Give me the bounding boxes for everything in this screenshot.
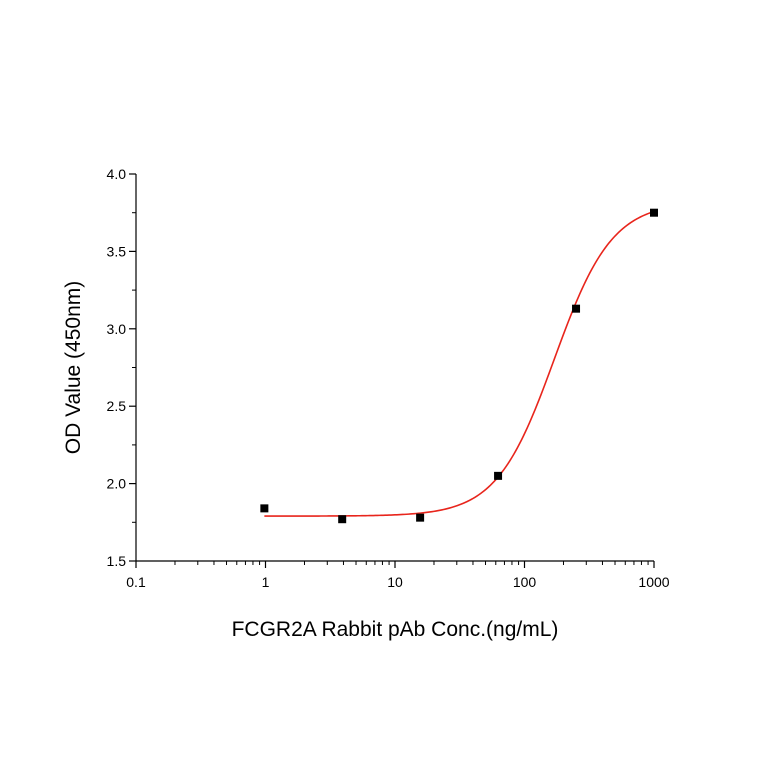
x-axis-title: FCGR2A Rabbit pAb Conc.(ng/mL) <box>232 618 559 641</box>
y-tick-label: 1.5 <box>107 553 127 569</box>
y-tick-label: 2.0 <box>107 476 127 492</box>
y-tick-label: 2.5 <box>107 398 127 414</box>
y-axis-title: OD Value (450nm) <box>62 281 85 455</box>
x-tick-label: 1 <box>262 574 270 590</box>
x-tick-label: 1000 <box>638 574 669 590</box>
data-point <box>650 208 658 217</box>
y-tick-label: 4.0 <box>107 166 127 182</box>
x-ticks: 0.1 1 10 100 1000 <box>126 561 670 590</box>
x-tick-label: 0.1 <box>126 574 146 590</box>
y-tick-label: 3.0 <box>107 321 127 337</box>
data-point <box>494 471 503 480</box>
data-point <box>416 513 425 522</box>
data-points <box>260 208 658 524</box>
data-point <box>260 504 269 513</box>
data-point <box>338 515 347 524</box>
axes <box>135 174 654 562</box>
x-tick-label: 100 <box>513 574 537 590</box>
y-tick-label: 3.5 <box>107 243 127 259</box>
x-tick-label: 10 <box>387 574 403 590</box>
y-ticks: 1.5 2.0 2.5 3.0 3.5 4.0 <box>107 166 136 569</box>
fit-curve <box>264 210 655 517</box>
data-point <box>572 304 581 313</box>
